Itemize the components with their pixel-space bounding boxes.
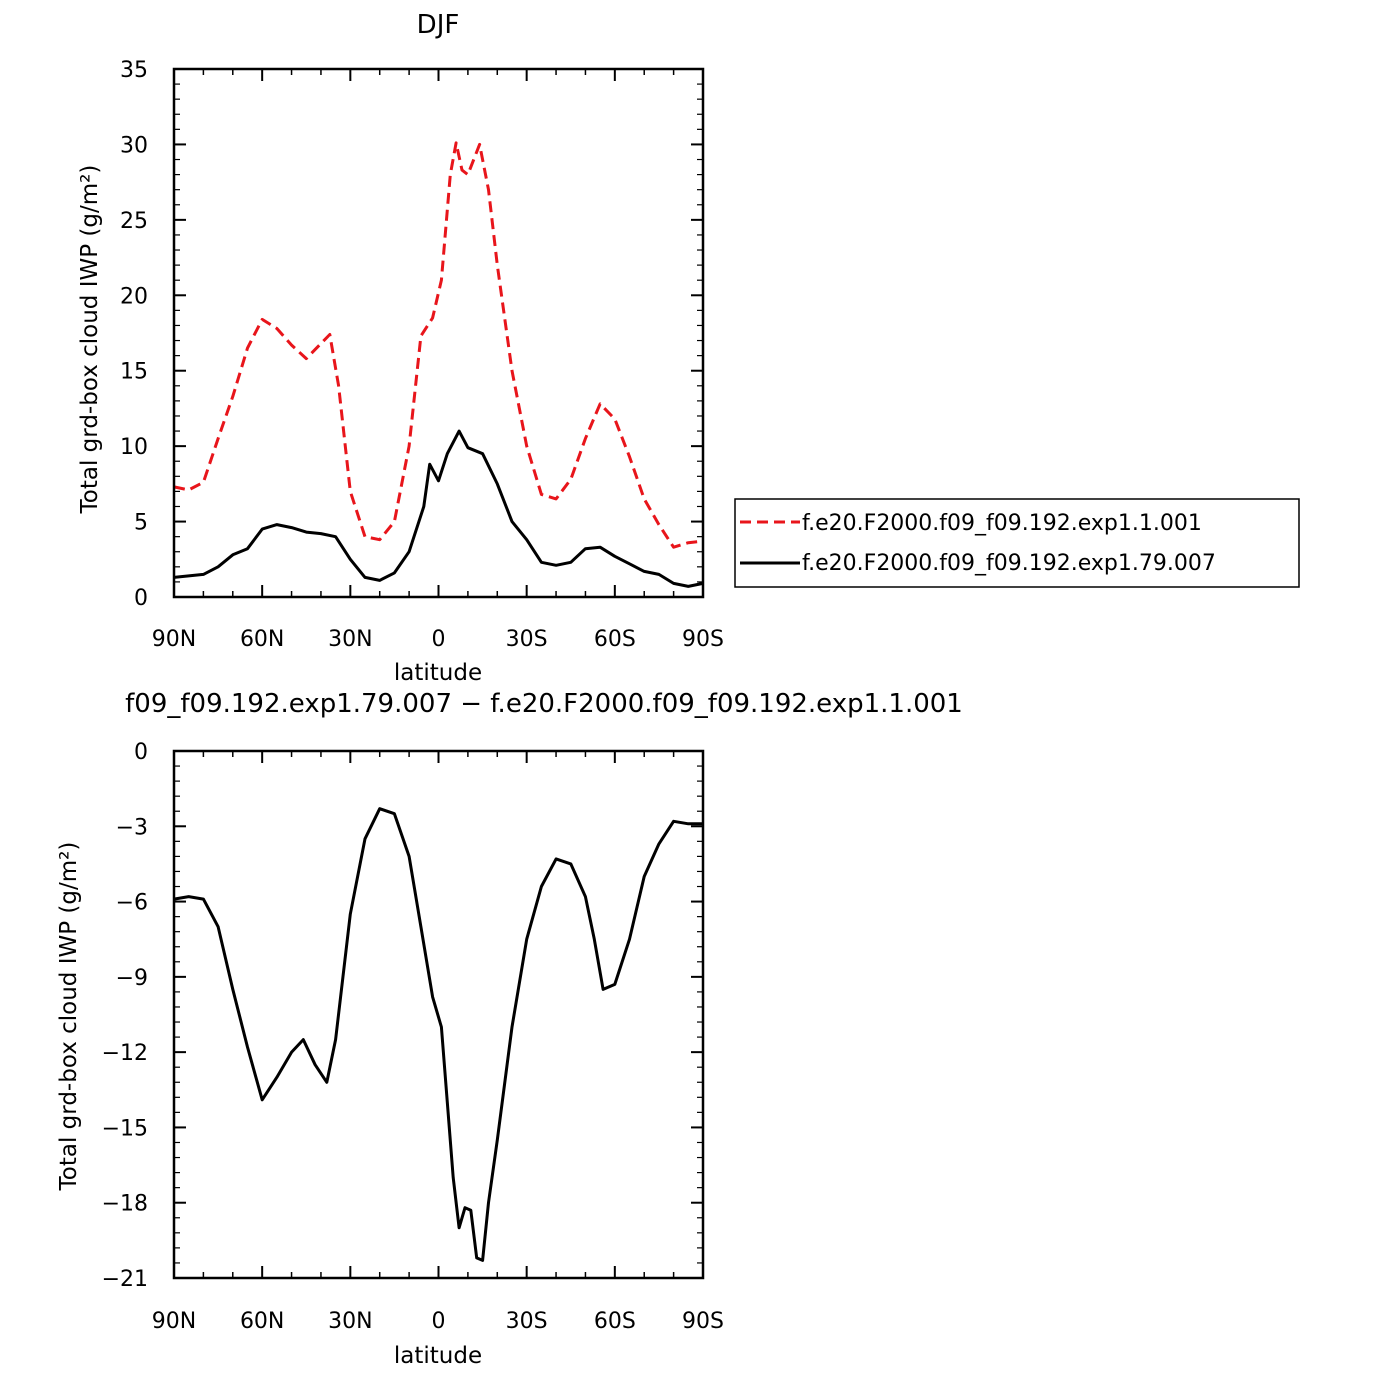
x-tick-label: 60N [240, 627, 284, 652]
plot-frame [172, 749, 705, 1280]
chart-title: f09_f09.192.exp1.79.007 − f.e20.F2000.f0… [125, 689, 963, 719]
x-tick-label: 0 [432, 1309, 446, 1334]
x-tick-label: 60N [240, 1309, 284, 1334]
legend-label-series-1: f.e20.F2000.f09_f09.192.exp1.1.001 [802, 511, 1202, 536]
y-tick-label: −12 [102, 1041, 148, 1066]
x-tick-label: 30S [506, 627, 548, 652]
x-axis-label: latitude [394, 1343, 482, 1369]
y-tick-label: 25 [120, 209, 148, 234]
y-axis-label: Total grd-box cloud IWP (g/m²) [77, 165, 103, 515]
series-line-1 [173, 807, 703, 1262]
x-tick-label: 0 [432, 627, 446, 652]
legend: f.e20.F2000.f09_f09.192.exp1.1.001 f.e20… [734, 498, 1300, 588]
y-tick-label: 20 [120, 284, 148, 309]
y-tick-label: 0 [134, 586, 148, 611]
y-tick-label: 35 [120, 58, 148, 83]
chart-top: DJF Total grd-box cloud IWP (g/m²) latit… [77, 10, 724, 686]
y-tick-label: −21 [102, 1267, 148, 1292]
y-tick-label: 5 [134, 511, 148, 536]
x-tick-label: 30S [506, 1309, 548, 1334]
y-tick-label: −15 [102, 1116, 148, 1141]
series-line-2 [173, 429, 704, 588]
chart-bottom: f09_f09.192.exp1.79.007 − f.e20.F2000.f0… [56, 689, 963, 1369]
x-tick-label: 30N [328, 627, 372, 652]
legend-label-series-2: f.e20.F2000.f09_f09.192.exp1.79.007 [802, 551, 1216, 576]
x-axis-label: latitude [394, 660, 482, 686]
x-tick-label: 30N [328, 1309, 372, 1334]
x-tick-label: 90S [682, 1309, 724, 1334]
series-line-1 [173, 141, 704, 549]
plot-frame [172, 67, 705, 599]
y-tick-label: 30 [120, 133, 148, 158]
y-tick-label: 0 [134, 740, 148, 765]
x-tick-label: 90S [682, 627, 724, 652]
x-tick-label: 90N [152, 1309, 196, 1334]
chart-title: DJF [417, 10, 460, 40]
legend-box [734, 498, 1300, 588]
y-tick-label: −6 [116, 891, 148, 916]
y-axis-label: Total grd-box cloud IWP (g/m²) [56, 842, 82, 1192]
y-tick-label: −3 [116, 815, 148, 840]
y-tick-label: 15 [120, 360, 148, 385]
y-tick-label: 10 [120, 435, 148, 460]
x-tick-label: 60S [594, 1309, 636, 1334]
x-tick-label: 60S [594, 627, 636, 652]
y-tick-label: −9 [116, 966, 148, 991]
x-tick-label: 90N [152, 627, 196, 652]
y-tick-label: −18 [102, 1192, 148, 1217]
